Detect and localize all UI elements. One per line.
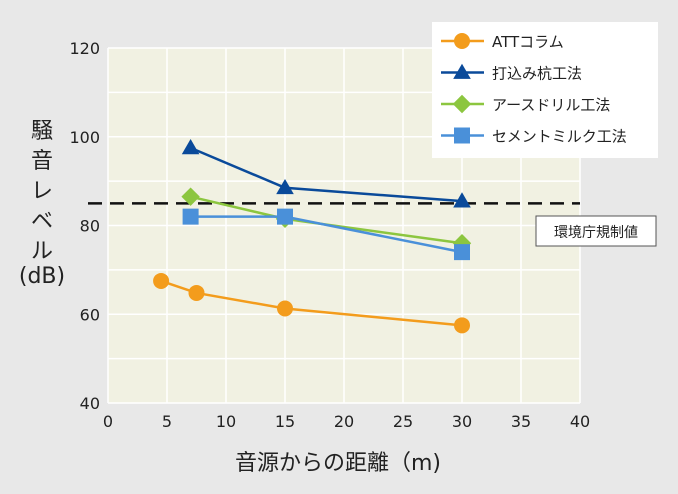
y-tick-label: 60	[80, 305, 100, 324]
data-point	[277, 208, 293, 225]
legend-marker	[453, 63, 471, 79]
reference-line-group: 環境庁規制値	[88, 202, 657, 247]
data-point	[453, 192, 471, 208]
legend-label: ATTコラム	[492, 33, 564, 51]
data-point	[454, 244, 470, 261]
legend-label: 打込み杭工法	[492, 65, 582, 83]
data-point	[452, 234, 472, 253]
y-tick-label: 120	[69, 39, 100, 58]
series-line	[160, 279, 463, 327]
x-tick-label: 15	[275, 412, 295, 431]
x-tick-label: 35	[511, 412, 531, 431]
y-axis-label-char: 音	[31, 149, 53, 174]
y-axis-label-char: レ	[31, 179, 53, 204]
data-point	[181, 139, 200, 155]
x-tick-label: 10	[216, 412, 236, 431]
data-point	[153, 272, 170, 289]
data-point	[277, 300, 293, 317]
regulation-label-box	[535, 215, 657, 247]
legend-marker	[454, 33, 470, 49]
y-tick-label: 100	[69, 128, 100, 147]
x-tick-label: 40	[570, 412, 590, 431]
legend-label: アースドリル工法	[492, 96, 610, 114]
y-axis-label-char: ベ	[31, 209, 53, 234]
y-tick-label: 40	[80, 394, 100, 413]
y-axis-label-char: (dB)	[19, 264, 65, 289]
x-tick-label: 20	[334, 412, 354, 431]
y-tick-label: 80	[80, 217, 100, 236]
x-tick-label: 0	[103, 412, 113, 431]
data-point	[454, 317, 470, 334]
x-tick-label: 30	[452, 412, 472, 431]
x-tick-label: 5	[162, 412, 172, 431]
x-axis-label: 音源からの距離（m)	[235, 451, 441, 476]
tick-labels: 0 5 10 15 20 25 30 35 40 40 60 80 100 120	[69, 39, 590, 431]
y-axis-label-char: 騒	[31, 119, 53, 144]
x-tick-label: 25	[393, 412, 413, 431]
regulation-label: 環境庁規制値	[554, 225, 638, 241]
data-point	[276, 178, 294, 195]
legend-marker	[452, 94, 472, 114]
data-point	[182, 208, 199, 225]
legend-marker	[454, 127, 470, 144]
series-group	[153, 139, 472, 334]
data-point	[188, 284, 205, 301]
legend-label: セメントミルク工法	[492, 128, 627, 146]
y-axis-label-char: ル	[31, 239, 53, 264]
data-point	[181, 187, 200, 206]
